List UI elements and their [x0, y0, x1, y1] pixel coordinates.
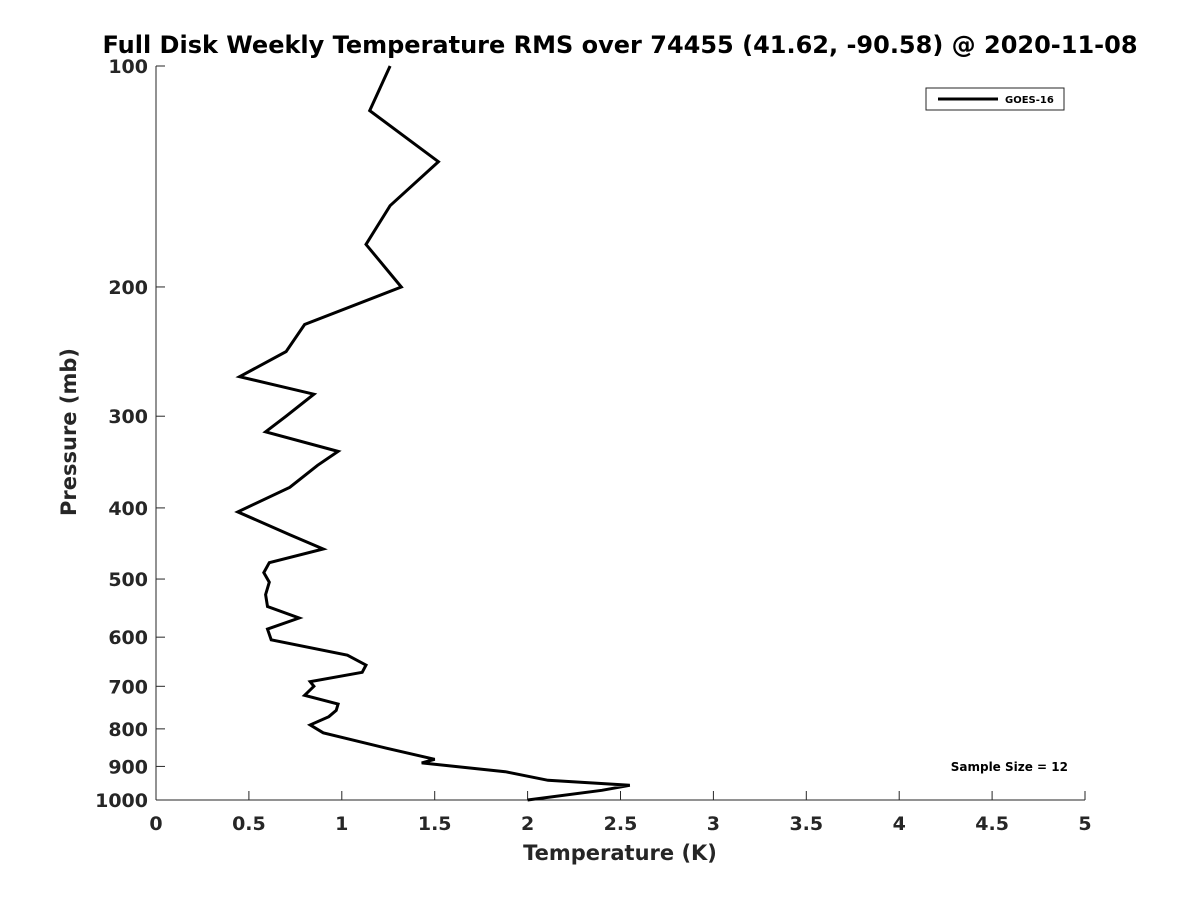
x-axis-ticks: 0 0.5 1 1.5 2 2.5 3 3.5 4 4.5 5 — [149, 791, 1092, 835]
x-tick-label: 3.5 — [789, 813, 823, 835]
y-tick-label: 500 — [108, 569, 148, 591]
y-tick-label: 400 — [108, 498, 148, 520]
y-tick-label: 300 — [108, 406, 148, 428]
y-tick-label: 900 — [108, 756, 148, 778]
series-layer — [234, 65, 631, 802]
y-tick-label: 800 — [108, 719, 148, 741]
legend: GOES-16 — [925, 87, 1065, 111]
x-tick-label: 0.5 — [232, 813, 266, 835]
y-tick-label: 700 — [108, 676, 148, 698]
x-tick-label: 4 — [893, 813, 906, 835]
legend-label: GOES-16 — [1005, 95, 1054, 106]
x-tick-label: 0 — [149, 813, 162, 835]
y-tick-label: 600 — [108, 627, 148, 649]
x-tick-label: 5 — [1078, 813, 1091, 835]
x-tick-label: 3 — [707, 813, 720, 835]
x-tick-label: 1 — [335, 813, 348, 835]
x-tick-label: 1.5 — [418, 813, 452, 835]
series-line-goes-16 — [234, 65, 631, 802]
y-tick-label: 200 — [108, 277, 148, 299]
y-tick-label: 100 — [108, 56, 148, 78]
y-axis-label: Pressure (mb) — [57, 348, 81, 516]
x-tick-label: 2.5 — [604, 813, 638, 835]
x-tick-label: 2 — [521, 813, 534, 835]
sample-size-annotation: Sample Size = 12 — [951, 760, 1068, 774]
x-axis-label: Temperature (K) — [523, 841, 717, 865]
y-tick-label: 1000 — [95, 790, 148, 812]
y-axis-ticks: 100 200 300 400 500 600 700 800 900 1000 — [95, 56, 165, 812]
chart-title: Full Disk Weekly Temperature RMS over 74… — [102, 31, 1137, 59]
x-tick-label: 4.5 — [975, 813, 1009, 835]
